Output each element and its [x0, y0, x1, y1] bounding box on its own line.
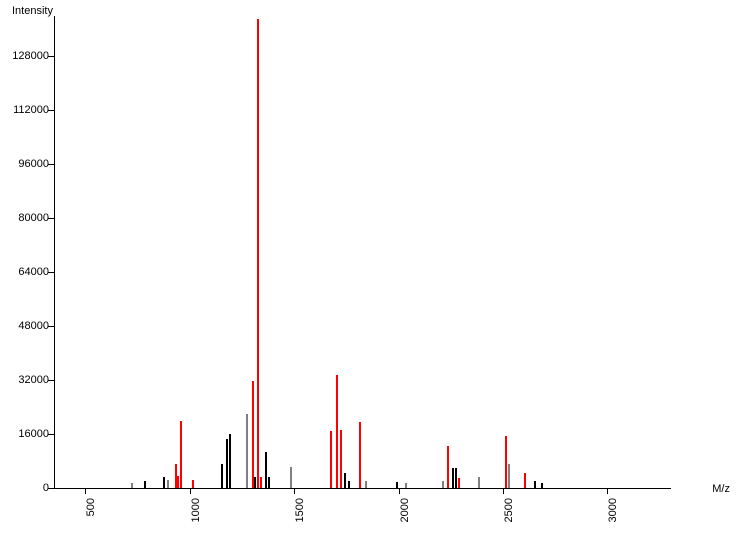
y-tick-label: 128000 — [4, 50, 49, 62]
spectrum-peak — [348, 481, 350, 488]
x-tick-mark — [503, 488, 504, 494]
y-tick-label: 32000 — [4, 374, 49, 386]
y-tick-label: 80000 — [4, 212, 49, 224]
spectrum-peak — [534, 481, 536, 488]
spectrum-peak — [330, 431, 332, 488]
spectrum-peak — [336, 375, 338, 488]
spectrum-peak — [257, 19, 259, 488]
spectrum-peak — [405, 483, 407, 488]
spectrum-peak — [252, 381, 254, 488]
spectrum-peak — [359, 422, 361, 488]
spectrum-peak — [163, 477, 165, 488]
x-tick-label: 1000 — [190, 498, 202, 548]
spectrum-peak — [344, 473, 346, 488]
x-tick-label: 1500 — [294, 498, 306, 548]
x-axis-label: M/z — [712, 483, 730, 495]
spectrum-peak — [144, 481, 146, 488]
x-tick-mark — [607, 488, 608, 494]
spectrum-peak — [246, 414, 248, 488]
y-tick-label: 64000 — [4, 266, 49, 278]
x-tick-mark — [399, 488, 400, 494]
spectrum-peak — [478, 477, 480, 488]
spectrum-peak — [458, 478, 460, 488]
spectrum-peak — [442, 481, 444, 488]
y-tick-label: 48000 — [4, 320, 49, 332]
spectrum-peak — [524, 473, 526, 488]
spectrum-peak — [541, 483, 543, 488]
x-tick-mark — [190, 488, 191, 494]
spectrum-peak — [221, 464, 223, 488]
spectrum-peak — [290, 467, 292, 488]
spectrum-peak — [229, 434, 231, 488]
spectrum-peak — [268, 477, 270, 488]
x-tick-mark — [85, 488, 86, 494]
spectrum-peak — [265, 452, 267, 488]
spectrum-peak — [260, 477, 262, 488]
spectrum-peak — [226, 439, 228, 488]
spectrum-peak — [447, 446, 449, 488]
spectrum-peak — [167, 480, 169, 488]
x-tick-label: 2000 — [399, 498, 411, 548]
y-tick-label: 96000 — [4, 158, 49, 170]
chart-container: Intensity M/z 0 16000 32000 48000 64000 80000… — [0, 0, 750, 540]
spectrum-peak — [340, 430, 342, 488]
spectrum-peak — [131, 483, 133, 488]
x-tick-label: 500 — [85, 498, 97, 548]
plot-area — [54, 16, 671, 489]
spectrum-peak — [177, 476, 179, 488]
spectrum-peak — [508, 464, 510, 488]
y-tick-label: 112000 — [4, 104, 49, 116]
x-tick-mark — [294, 488, 295, 494]
spectrum-peak — [180, 421, 182, 488]
spectrum-peak — [455, 468, 457, 488]
x-tick-label: 3000 — [607, 498, 619, 548]
y-axis-label: Intensity — [12, 5, 53, 17]
y-tick-label: 0 — [4, 482, 49, 494]
spectrum-peak — [452, 468, 454, 488]
y-tick-label: 16000 — [4, 428, 49, 440]
x-tick-label: 2500 — [503, 498, 515, 548]
spectrum-peak — [365, 481, 367, 488]
spectrum-peak — [505, 436, 507, 488]
spectrum-peak — [192, 480, 194, 488]
